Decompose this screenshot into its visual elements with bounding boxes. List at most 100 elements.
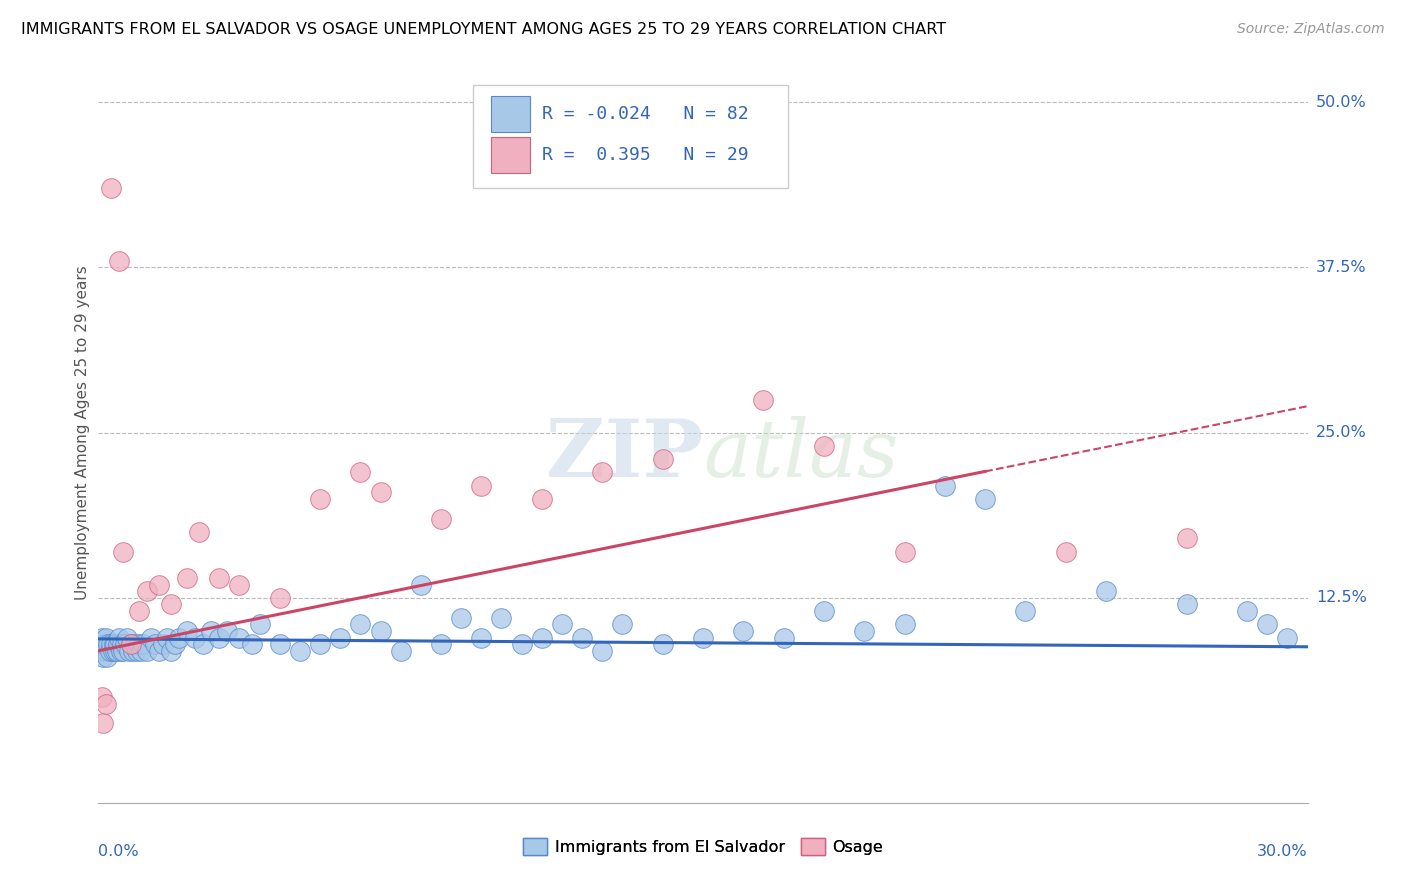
Point — [114, 637, 136, 651]
Point — [733, 624, 755, 638]
Point — [104, 637, 127, 651]
Point — [813, 439, 835, 453]
Point — [188, 524, 211, 539]
Point — [132, 637, 155, 651]
Point — [530, 491, 553, 506]
Text: 30.0%: 30.0% — [1257, 844, 1308, 858]
Point — [1095, 584, 1118, 599]
Point — [107, 253, 129, 268]
Point — [111, 644, 134, 658]
Text: atlas: atlas — [703, 416, 898, 493]
Point — [288, 644, 311, 658]
Text: Source: ZipAtlas.com: Source: ZipAtlas.com — [1237, 22, 1385, 37]
Point — [96, 650, 118, 665]
Point — [309, 491, 332, 506]
Point — [651, 452, 673, 467]
Point — [1175, 598, 1198, 612]
Point — [1175, 532, 1198, 546]
Point — [152, 637, 174, 651]
Point — [91, 631, 114, 645]
Point — [107, 631, 129, 645]
Point — [128, 637, 150, 651]
Point — [111, 544, 134, 558]
Point — [125, 644, 148, 658]
Point — [329, 631, 352, 645]
Point — [100, 637, 122, 651]
Point — [249, 617, 271, 632]
Point — [176, 571, 198, 585]
Text: 37.5%: 37.5% — [1316, 260, 1367, 275]
Point — [370, 485, 392, 500]
Point — [148, 644, 170, 658]
Point — [128, 604, 150, 618]
Point — [1236, 604, 1258, 618]
Point — [1054, 544, 1077, 558]
Point — [269, 637, 291, 651]
Point — [107, 637, 129, 651]
Point — [103, 637, 125, 651]
Point — [692, 631, 714, 645]
Point — [184, 631, 207, 645]
Point — [98, 644, 121, 658]
Point — [118, 644, 141, 658]
Point — [591, 465, 613, 479]
Point — [103, 644, 125, 658]
Point — [89, 637, 111, 651]
Y-axis label: Unemployment Among Ages 25 to 29 years: Unemployment Among Ages 25 to 29 years — [75, 265, 90, 600]
FancyBboxPatch shape — [492, 96, 530, 132]
Point — [349, 465, 371, 479]
Point — [470, 478, 492, 492]
Point — [143, 637, 166, 651]
Point — [94, 644, 117, 658]
Point — [530, 631, 553, 645]
Point — [217, 624, 239, 638]
Point — [105, 644, 128, 658]
Point — [309, 637, 332, 651]
Point — [853, 624, 876, 638]
Point — [893, 544, 915, 558]
Point — [176, 624, 198, 638]
Point — [115, 631, 138, 645]
Point — [91, 650, 114, 665]
Point — [551, 617, 574, 632]
Point — [135, 644, 157, 658]
Point — [97, 637, 120, 651]
Point — [470, 631, 492, 645]
Point — [90, 690, 112, 704]
Point — [349, 617, 371, 632]
Point — [430, 511, 453, 525]
Point — [240, 637, 263, 651]
Point — [120, 637, 142, 651]
Text: 50.0%: 50.0% — [1316, 95, 1367, 110]
Point — [124, 637, 146, 651]
Point — [893, 617, 915, 632]
Point — [160, 598, 183, 612]
Point — [974, 491, 997, 506]
Point — [200, 624, 222, 638]
Text: R = -0.024   N = 82: R = -0.024 N = 82 — [543, 105, 749, 123]
FancyBboxPatch shape — [492, 136, 530, 173]
Text: R =  0.395   N = 29: R = 0.395 N = 29 — [543, 146, 749, 164]
Point — [370, 624, 392, 638]
Point — [450, 611, 472, 625]
Point — [93, 637, 115, 651]
Point — [91, 716, 114, 731]
Point — [100, 181, 122, 195]
Point — [1014, 604, 1036, 618]
Point — [120, 637, 142, 651]
Text: 0.0%: 0.0% — [98, 844, 139, 858]
Point — [591, 644, 613, 658]
Point — [1256, 617, 1278, 632]
Point — [1277, 631, 1299, 645]
Point — [160, 644, 183, 658]
Point — [139, 631, 162, 645]
Point — [156, 631, 179, 645]
Point — [651, 637, 673, 651]
Text: 25.0%: 25.0% — [1316, 425, 1367, 440]
Point — [389, 644, 412, 658]
Point — [90, 644, 112, 658]
Point — [612, 617, 634, 632]
Point — [510, 637, 533, 651]
Point — [129, 644, 152, 658]
Text: ZIP: ZIP — [546, 416, 703, 494]
